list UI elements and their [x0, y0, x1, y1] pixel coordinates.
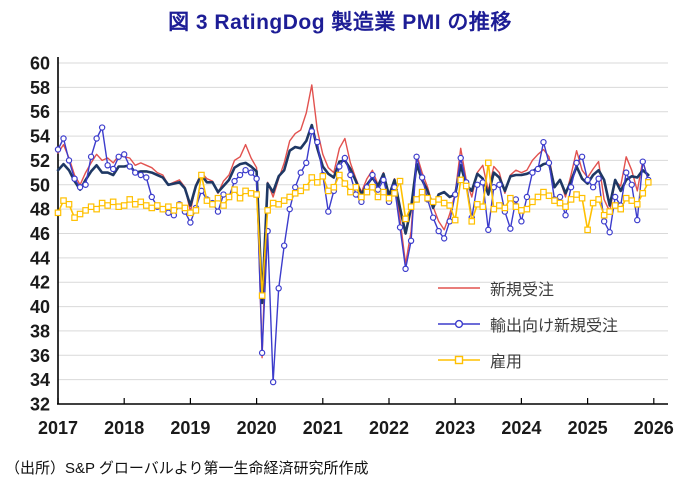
svg-text:54: 54: [30, 127, 50, 147]
svg-text:42: 42: [30, 273, 50, 293]
svg-text:38: 38: [30, 321, 50, 341]
legend-item-employment: 雇用: [437, 342, 618, 378]
svg-text:2018: 2018: [104, 418, 144, 438]
svg-text:2022: 2022: [369, 418, 409, 438]
svg-text:2025: 2025: [568, 418, 608, 438]
legend-item-export-new-orders: 輸出向け新規受注: [437, 306, 618, 342]
svg-text:2021: 2021: [303, 418, 343, 438]
legend-label: 新規受注: [490, 282, 555, 299]
svg-text:2024: 2024: [501, 418, 541, 438]
svg-text:2023: 2023: [435, 418, 475, 438]
svg-text:2026: 2026: [634, 418, 674, 438]
legend-swatch-line-square: [438, 355, 480, 365]
svg-text:36: 36: [30, 346, 50, 366]
svg-text:60: 60: [30, 54, 50, 74]
svg-text:56: 56: [30, 102, 50, 122]
legend-item-new-orders: 新規受注: [437, 270, 618, 306]
legend-label: 雇用: [490, 354, 523, 371]
chart-legend: 新規受注 輸出向け新規受注 雇用: [437, 270, 618, 378]
legend-swatch-line-circle: [438, 319, 480, 329]
svg-text:50: 50: [30, 175, 50, 195]
svg-text:58: 58: [30, 78, 50, 98]
svg-text:2020: 2020: [237, 418, 277, 438]
chart-title: 図 3 RatingDog 製造業 PMI の推移: [168, 11, 512, 34]
svg-text:2017: 2017: [38, 418, 78, 438]
svg-text:32: 32: [30, 395, 50, 415]
legend-swatch-line: [438, 287, 480, 289]
svg-text:40: 40: [30, 297, 50, 317]
source-note: （出所）S&P グローバルより第一生命経済研究所作成: [5, 460, 369, 477]
svg-text:34: 34: [30, 370, 50, 390]
legend-label: 輸出向け新規受注: [490, 318, 619, 335]
svg-text:2019: 2019: [170, 418, 210, 438]
svg-text:46: 46: [30, 224, 50, 244]
svg-text:44: 44: [30, 248, 50, 268]
svg-text:52: 52: [30, 151, 50, 171]
svg-text:48: 48: [30, 200, 50, 220]
